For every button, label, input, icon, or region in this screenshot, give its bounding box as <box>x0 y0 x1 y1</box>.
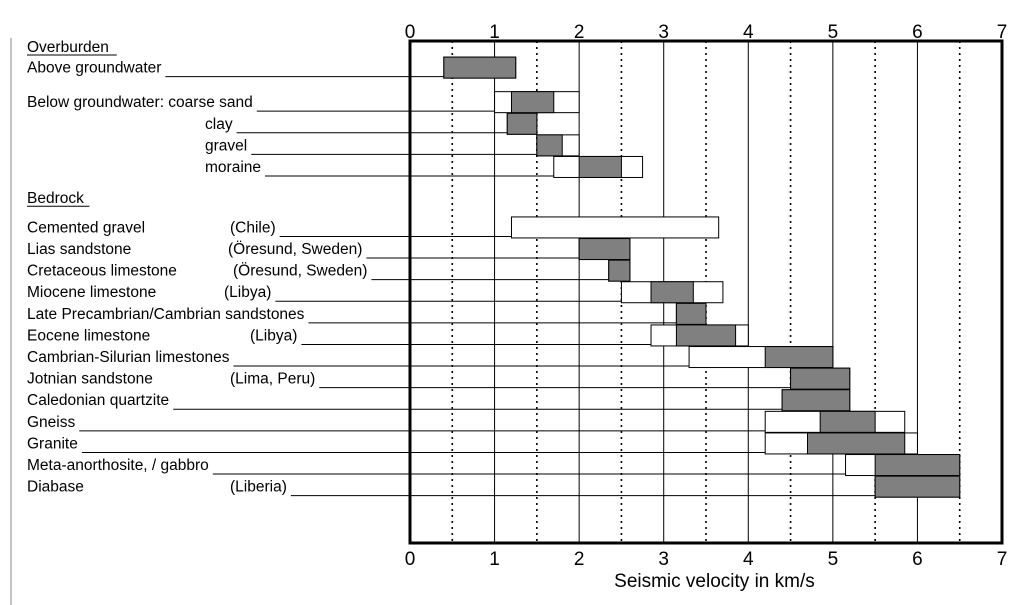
bottom-tick-label: 4 <box>743 549 754 570</box>
row-label: Caledonian quartzite <box>27 392 169 409</box>
row-label: Lias sandstone <box>27 241 131 258</box>
typical-range-bar <box>764 346 834 369</box>
leader-lines <box>79 76 876 497</box>
top-tick-label: 5 <box>828 22 839 43</box>
typical-range-bar <box>781 389 851 412</box>
bottom-tick-label: 3 <box>658 549 669 570</box>
velocity-bars <box>443 56 961 498</box>
bottom-tick-label: 1 <box>489 549 500 570</box>
bottom-tick-label: 2 <box>574 549 585 570</box>
bottom-tick-label: 6 <box>912 549 923 570</box>
row-label: Above groundwater <box>27 60 161 77</box>
row-label: Cemented gravel <box>27 219 145 236</box>
typical-range-bar <box>578 238 631 261</box>
row-note: (Liberia) <box>230 479 287 496</box>
row-label: Diabase <box>27 479 84 496</box>
top-tick-label: 3 <box>658 22 669 43</box>
typical-range-bar <box>675 302 707 325</box>
row-label: Eocene limestone <box>27 327 150 344</box>
row-label: Gneiss <box>27 414 75 431</box>
row-label: Below groundwater: coarse sand <box>27 94 253 111</box>
row-note: (Libya) <box>224 284 271 301</box>
row-note: (Libya) <box>250 327 297 344</box>
top-tick-label: 2 <box>574 22 585 43</box>
section-heading: Bedrock <box>27 190 84 207</box>
typical-range-bar <box>536 134 563 157</box>
row-label: Cambrian-Silurian limestones <box>27 349 230 366</box>
top-tick-label: 7 <box>997 22 1008 43</box>
bottom-tick-label: 0 <box>405 549 416 570</box>
top-tick-label: 0 <box>405 22 416 43</box>
typical-range-bar <box>874 475 961 498</box>
row-note: (Öresund, Sweden) <box>228 240 362 258</box>
typical-range-bar <box>578 155 622 178</box>
typical-range-bar <box>510 91 555 114</box>
row-label: gravel <box>205 137 247 154</box>
row-label: Jotnian sandstone <box>27 371 153 388</box>
typical-range-bar <box>874 454 961 477</box>
row-note: (Öresund, Sweden) <box>233 262 367 280</box>
typical-range-bar <box>790 367 851 390</box>
row-label: moraine <box>205 159 261 176</box>
row-label: Late Precambrian/Cambrian sandstones <box>27 306 305 323</box>
row-label: clay <box>205 116 233 133</box>
grid-lines <box>10 38 961 605</box>
typical-range-bar <box>443 56 517 79</box>
x-axis-label: Seismic velocity in km/s <box>614 571 815 592</box>
row-label: Miocene limestone <box>27 284 156 301</box>
typical-range-bar <box>806 432 906 455</box>
range-bar <box>510 216 720 239</box>
typical-range-bar <box>650 281 694 304</box>
typical-range-bar <box>819 410 876 433</box>
bottom-tick-label: 7 <box>997 549 1008 570</box>
tick-labels: 0 0 1 1 2 2 3 3 4 4 5 5 6 6 7 7 <box>405 22 1008 570</box>
row-label: Cretaceous limestone <box>27 263 177 280</box>
row-label: Meta-anorthosite, / gabbro <box>27 457 209 474</box>
row-label: Granite <box>27 435 78 452</box>
row-note: (Chile) <box>230 219 276 236</box>
typical-range-bar <box>675 324 737 347</box>
plot-frame <box>408 39 1004 545</box>
top-tick-label: 1 <box>489 22 500 43</box>
section-heading: Overburden <box>27 39 109 56</box>
typical-range-bar <box>608 259 631 282</box>
row-labels: Overburden Bedrock Above groundwater Below … <box>27 39 367 496</box>
top-tick-label: 6 <box>912 22 923 43</box>
top-tick-label: 4 <box>743 22 754 43</box>
bottom-tick-label: 5 <box>828 549 839 570</box>
row-note: (Lima, Peru) <box>230 371 315 388</box>
typical-range-bar <box>506 112 538 135</box>
